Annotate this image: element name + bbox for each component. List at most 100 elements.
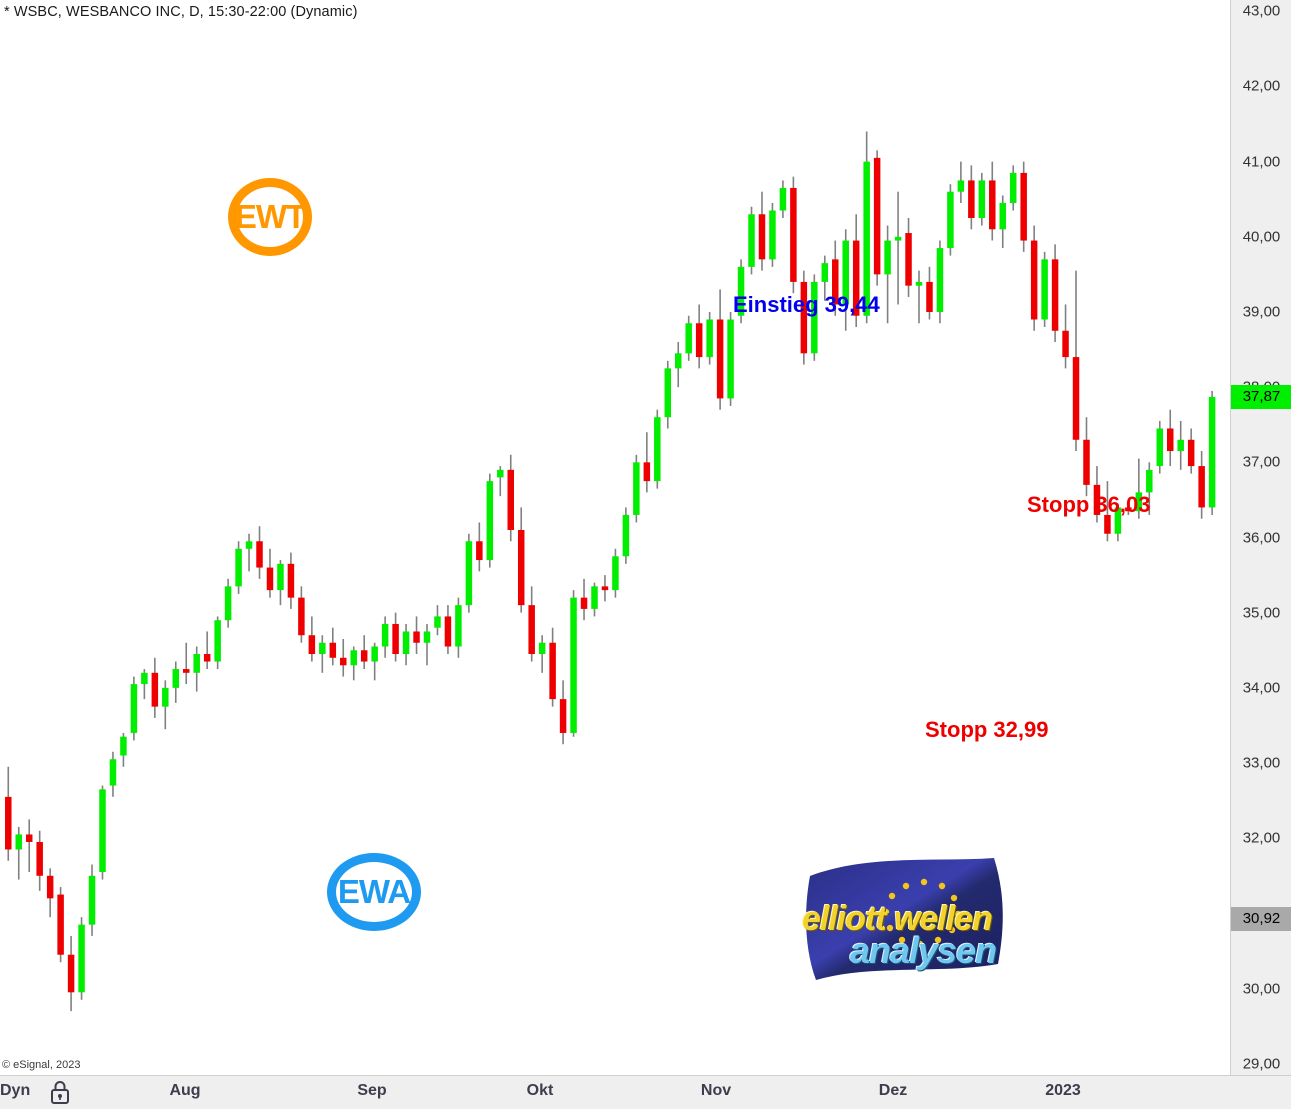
candle-body-down	[287, 563, 295, 598]
annotation-entry: Einstieg 39,44	[733, 292, 880, 317]
time-axis[interactable]: Dyn Aug Sep Okt Nov Dez 2023	[0, 1075, 1291, 1109]
candle-body-up	[1009, 172, 1017, 203]
candle-body-up	[423, 631, 431, 643]
candle-body-up	[141, 672, 148, 685]
candle-body-up	[748, 214, 755, 267]
candle-body-up	[78, 924, 85, 993]
candle-body-down	[266, 567, 274, 591]
candle-body-up	[664, 368, 672, 418]
price-axis-tick: 33,00	[1242, 754, 1281, 772]
reference-price-tag[interactable]: 30,92	[1231, 907, 1291, 932]
candle-body-down	[507, 469, 514, 530]
candle-body-up	[277, 563, 284, 591]
candle-body-down	[968, 180, 975, 219]
candle-body-up	[162, 687, 169, 707]
candle-body-down	[601, 586, 609, 591]
price-axis[interactable]: 43,0042,0041,0040,0039,0038,0037,0036,00…	[1230, 0, 1291, 1075]
price-axis-tick: 41,00	[1242, 153, 1281, 171]
candle-body-up	[1114, 507, 1122, 534]
dyn-label: Dyn	[0, 1082, 31, 1099]
candle-body-up	[319, 642, 326, 655]
price-axis-tick: 40,00	[1242, 228, 1281, 246]
candle-body-up	[570, 597, 577, 733]
price-axis-tick: 39,00	[1242, 303, 1281, 321]
candle-body-down	[1083, 439, 1090, 485]
candle-body-down	[1020, 172, 1027, 241]
candle-body-up	[947, 191, 954, 249]
last-price-tag[interactable]: 37,87	[1231, 384, 1291, 409]
candle-body-down	[1051, 259, 1059, 331]
symbol-header: * WSBC, WESBANCO INC, D, 15:30-22:00 (Dy…	[4, 4, 358, 20]
candle-body-down	[151, 672, 159, 707]
candle-body-down	[5, 796, 12, 850]
candle-body-down	[873, 157, 881, 275]
candle-body-down	[905, 233, 912, 286]
candle-body-up	[936, 248, 944, 312]
watermark-line-1: elliott wellen	[802, 900, 993, 938]
candle-body-up	[811, 281, 818, 354]
candle-body-down	[298, 597, 305, 636]
ewa-badge: EWA	[327, 853, 421, 931]
price-axis-tick: 35,00	[1242, 604, 1281, 622]
candle-body-down	[852, 240, 860, 316]
candle-body-up	[727, 319, 734, 399]
annotation-stop-upper: Stopp 36,03	[1027, 492, 1151, 517]
candle-body-up	[685, 323, 692, 354]
candle-body-up	[654, 417, 661, 482]
candle-body-down	[1198, 466, 1205, 508]
candle-body-down	[1166, 428, 1174, 452]
candle-body-up	[214, 620, 221, 662]
ewt-badge: EWT	[228, 178, 312, 256]
candle-body-down	[413, 631, 420, 643]
candle-body-up	[465, 541, 473, 606]
price-axis-tick: 43,00	[1242, 2, 1281, 20]
candle-body-up	[1146, 469, 1153, 493]
candle-body-up	[999, 202, 1006, 230]
candle-body-down	[182, 669, 190, 673]
candle-body-down	[1187, 439, 1195, 467]
candle-body-down	[1093, 484, 1101, 515]
copyright-text: © eSignal, 2023	[2, 1059, 81, 1071]
candle-body-down	[1072, 357, 1080, 440]
candle-body-down	[695, 323, 703, 358]
price-axis-tick: 30,00	[1242, 980, 1281, 998]
candle-body-up	[915, 281, 923, 286]
candle-body-up	[381, 623, 389, 647]
candle-body-down	[360, 650, 368, 662]
time-axis-tick: Sep	[357, 1082, 387, 1099]
candle-body-up	[894, 236, 902, 241]
candle-body-down	[329, 642, 337, 658]
candle-body-up	[1135, 492, 1143, 512]
candle-body-up	[109, 759, 117, 786]
price-axis-tick: 34,00	[1242, 679, 1281, 697]
candle-body-up	[863, 161, 870, 316]
candle-body-down	[25, 834, 33, 842]
candle-body-up	[612, 556, 619, 591]
candle-body-up	[538, 642, 546, 655]
lock-icon[interactable]	[49, 1080, 71, 1105]
candle-body-down	[444, 616, 452, 647]
candle-body-down	[1125, 507, 1132, 512]
candle-body-up	[1041, 259, 1048, 320]
candle-body-up	[1208, 396, 1216, 508]
watermark-line-2: analysen	[850, 930, 997, 971]
candle-body-up	[622, 514, 630, 557]
candle-body-up	[193, 654, 200, 673]
candle-body-down	[1062, 330, 1069, 358]
candle-body-up	[1177, 439, 1184, 452]
candlestick-plot-area[interactable]	[0, 0, 1230, 1075]
time-axis-tick: Aug	[169, 1082, 201, 1099]
price-axis-tick: 29,00	[1242, 1055, 1281, 1073]
candle-body-up	[130, 684, 138, 733]
candle-body-down	[790, 187, 797, 282]
candle-body-up	[884, 240, 891, 275]
candle-body-up	[455, 605, 462, 647]
candle-body-up	[633, 462, 640, 515]
price-axis-tick: 42,00	[1242, 77, 1281, 95]
candle-body-down	[256, 541, 263, 568]
annotation-stop-lower: Stopp 32,99	[925, 717, 1049, 742]
candle-body-up	[706, 319, 713, 358]
candle-body-down	[580, 597, 588, 609]
time-axis-tick: Nov	[700, 1082, 732, 1099]
candle-body-up	[497, 469, 504, 478]
